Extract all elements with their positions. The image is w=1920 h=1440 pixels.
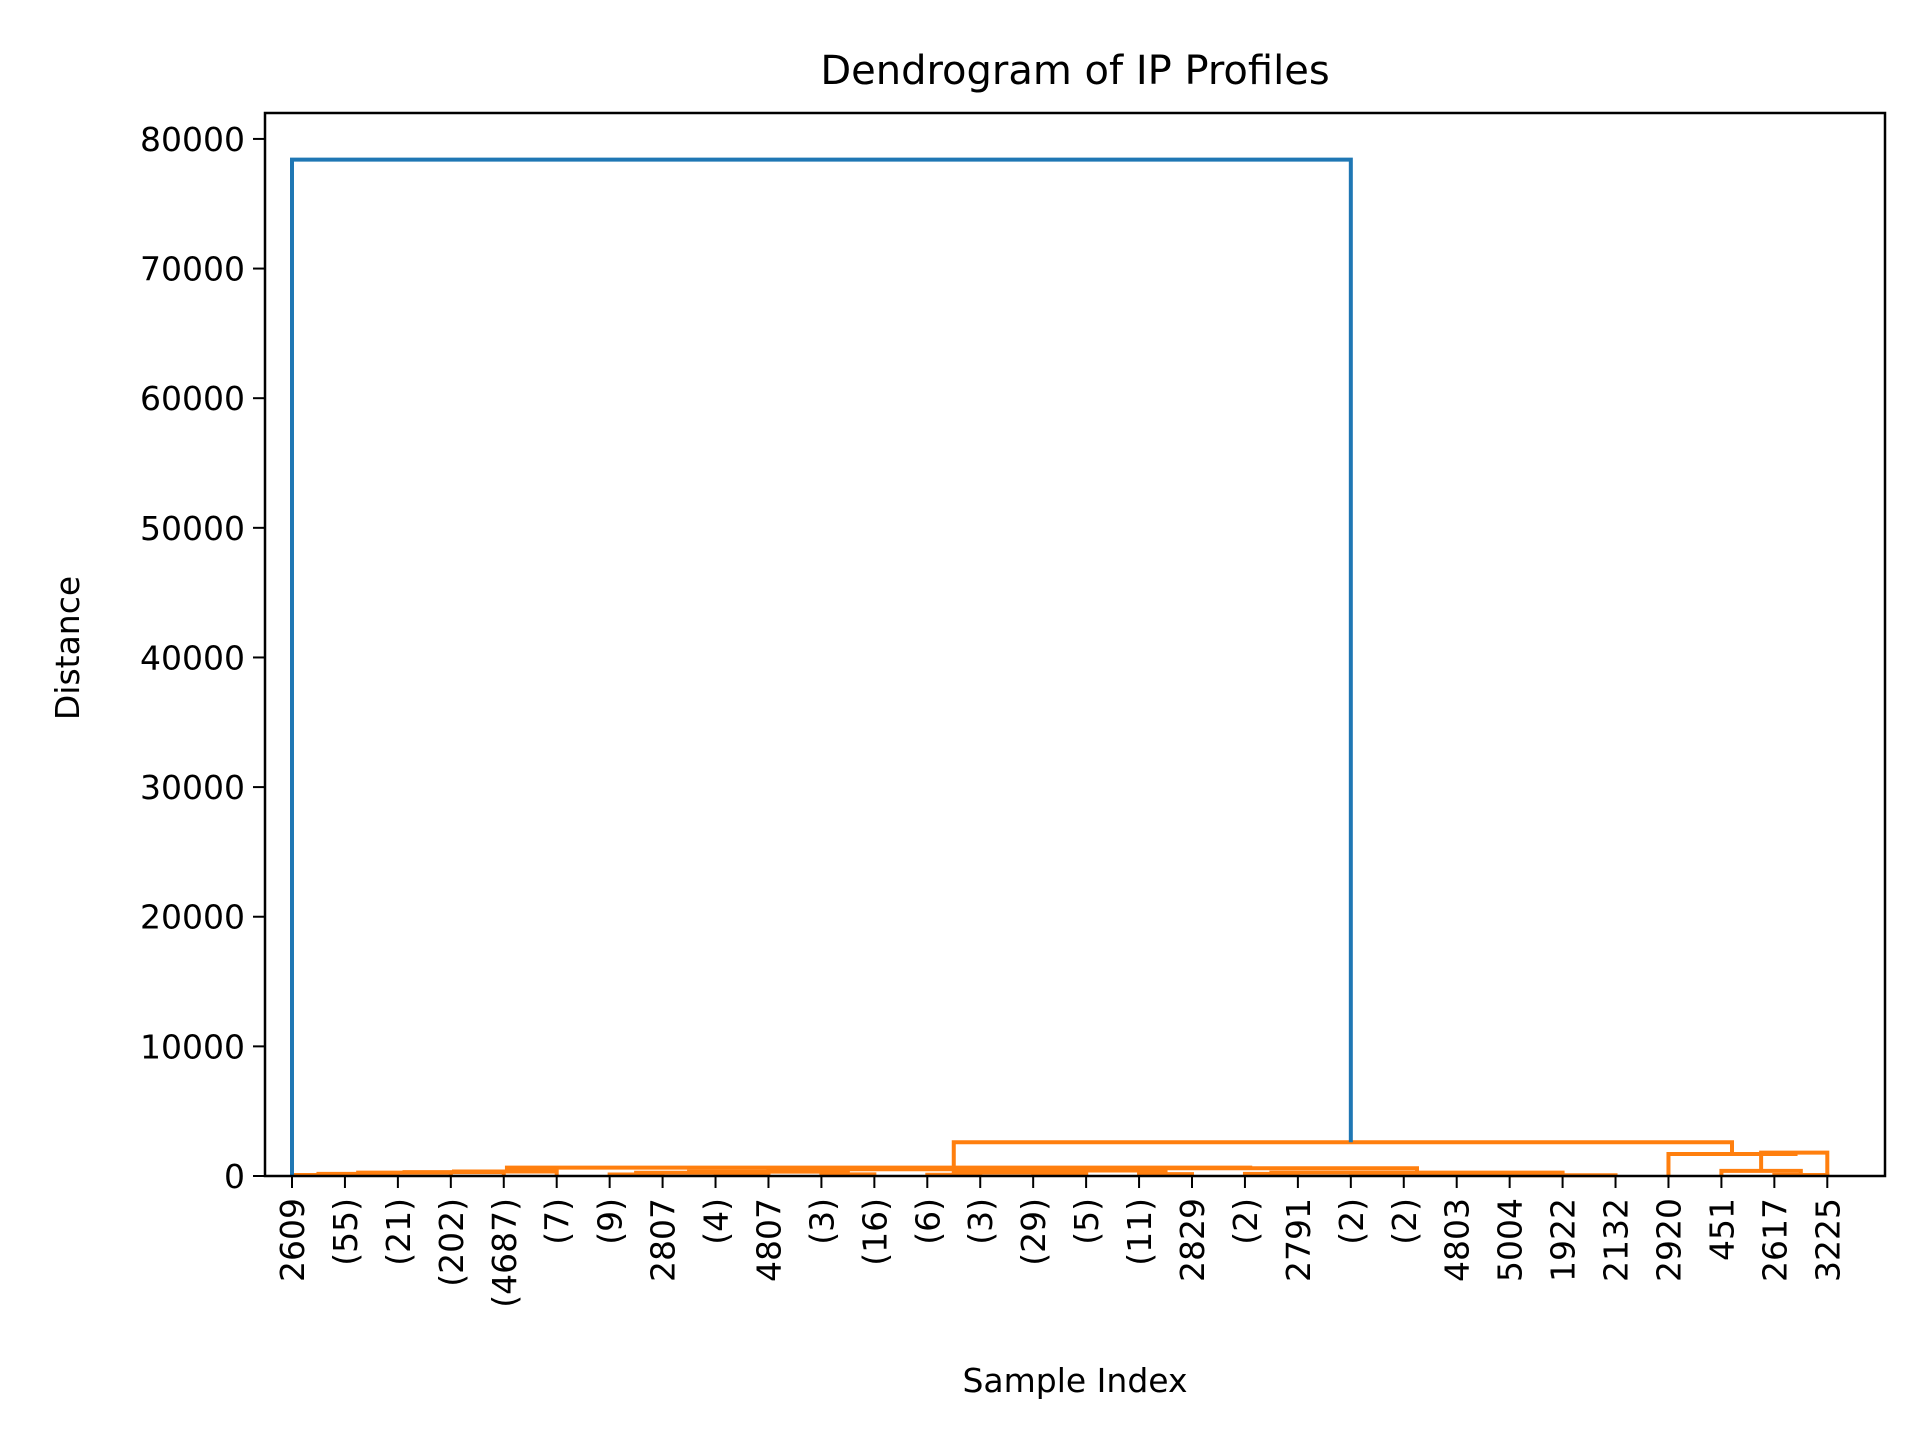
y-axis: 0 10000 20000 30000 40000 50000 60000 70000 8000… (140, 120, 265, 1196)
y-tick-label-5: 50000 (140, 509, 245, 548)
leaf-label-21: (2) (1385, 1198, 1424, 1245)
leaf-label-29: 3225 (1808, 1198, 1847, 1282)
y-tick-label-7: 70000 (140, 250, 245, 289)
y-tick-label-0: 0 (224, 1157, 245, 1196)
leaf-label-19: 2791 (1279, 1198, 1318, 1282)
leaf-label-8: (4) (697, 1198, 736, 1245)
leaf-label-0: 2609 (273, 1198, 312, 1282)
leaf-label-16: (11) (1120, 1198, 1159, 1266)
x-axis-label: Sample Index (962, 1361, 1187, 1400)
leaf-label-5: (7) (538, 1198, 577, 1245)
leaf-label-7: 2807 (644, 1198, 683, 1282)
leaf-label-25: 2132 (1597, 1198, 1636, 1282)
y-tick-label-6: 60000 (140, 379, 245, 418)
leaf-label-10: (3) (802, 1198, 841, 1245)
x-axis: 2609 (55) (21) (202) (4687) (7) (9) 2807 (4) 4807… (273, 1176, 1847, 1308)
y-tick-label-4: 40000 (140, 638, 245, 677)
leaf-label-17: 2829 (1173, 1198, 1212, 1282)
leaf-label-4: (4687) (485, 1198, 524, 1308)
leaf-label-27: 451 (1702, 1198, 1741, 1261)
y-tick-label-3: 30000 (140, 768, 245, 807)
leaf-label-13: (3) (961, 1198, 1000, 1245)
dendrogram-link-30 (290, 157, 1353, 1176)
y-tick-label-2: 20000 (140, 898, 245, 937)
leaf-label-20: (2) (1332, 1198, 1371, 1245)
dendrogram-link-15 (766, 1167, 1089, 1172)
chart-title: Dendrogram of IP Profiles (820, 48, 1329, 94)
leaf-label-23: 5004 (1491, 1198, 1530, 1282)
leaf-label-24: 1922 (1544, 1198, 1583, 1282)
dendrogram-link-29 (951, 1140, 1734, 1168)
y-tick-label-8: 80000 (140, 120, 245, 159)
leaf-label-12: (6) (908, 1198, 947, 1245)
dendrogram-link-24 (504, 1165, 1253, 1172)
leaf-label-26: 2920 (1649, 1198, 1688, 1282)
y-tick-label-1: 10000 (140, 1027, 245, 1066)
dendrogram-link-22 (1269, 1170, 1565, 1176)
dendrogram-links (290, 157, 1830, 1178)
plot-frame (263, 111, 1887, 1178)
dendrogram-link-12 (951, 1170, 1062, 1175)
leaf-label-6: (9) (591, 1198, 630, 1245)
leaf-label-2: (21) (379, 1198, 418, 1266)
leaf-label-3: (202) (432, 1198, 471, 1287)
leaf-label-18: (2) (1226, 1198, 1265, 1245)
leaf-label-14: (29) (1014, 1198, 1053, 1266)
leaf-label-1: (55) (326, 1198, 365, 1266)
leaf-label-9: 4807 (749, 1198, 788, 1282)
leaf-label-15: (5) (1067, 1198, 1106, 1245)
leaf-label-28: 2617 (1755, 1198, 1794, 1282)
y-axis-label: Distance (48, 576, 87, 720)
leaf-label-11: (16) (855, 1198, 894, 1266)
leaf-label-22: 4803 (1438, 1198, 1477, 1282)
